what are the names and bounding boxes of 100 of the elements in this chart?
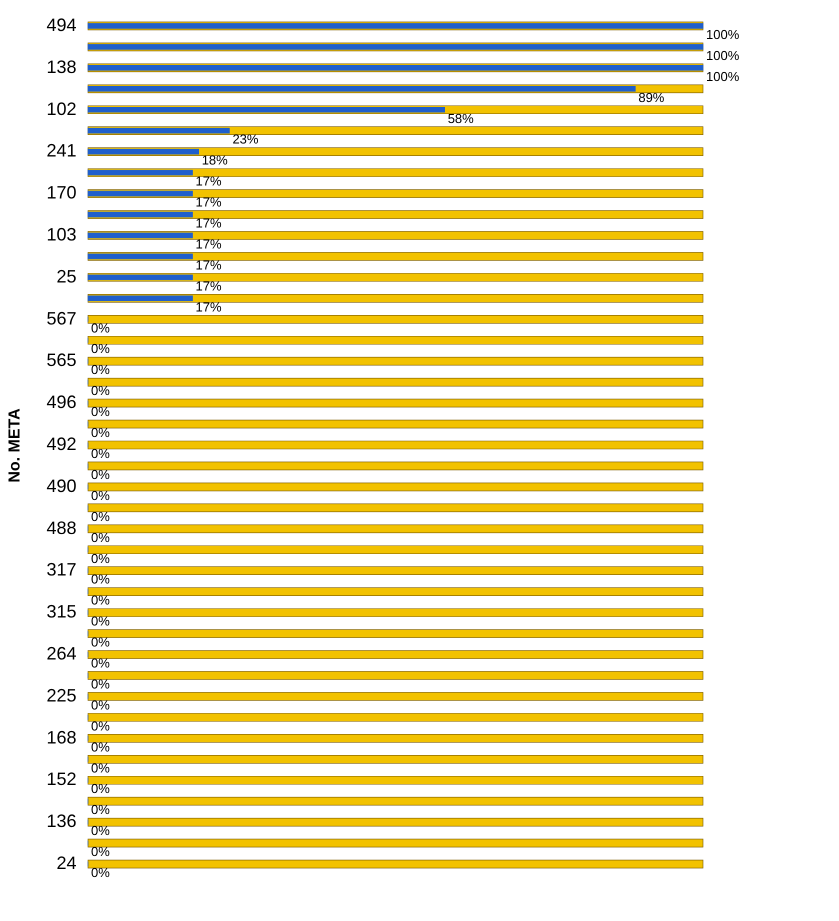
data-label: 0% [91, 383, 110, 398]
bar [88, 212, 193, 218]
data-label: 100% [706, 68, 740, 84]
bar [88, 356, 704, 366]
y-tick-label: 264 [46, 644, 76, 664]
y-tick-label: 490 [46, 476, 76, 496]
bar [88, 170, 193, 176]
bar [88, 128, 230, 134]
y-tick-label: 317 [46, 560, 76, 580]
data-label: 0% [91, 781, 110, 796]
y-tick-label: 168 [46, 727, 76, 748]
bar [88, 462, 704, 470]
data-label: 0% [91, 508, 110, 524]
data-label: 0% [91, 550, 110, 566]
y-tick-label: 103 [46, 224, 76, 244]
y-tick-label: 565 [46, 350, 76, 370]
data-label: 0% [91, 739, 110, 754]
bar [88, 440, 704, 450]
bar [88, 420, 704, 428]
bar [88, 692, 704, 701]
bar [88, 629, 704, 638]
bar [88, 524, 704, 534]
bar [88, 776, 704, 785]
y-tick-label: 102 [46, 98, 76, 119]
bar [88, 671, 704, 680]
y-tick-label: 315 [46, 602, 76, 622]
bar [88, 818, 704, 826]
data-label: 0% [91, 802, 110, 818]
bar [88, 838, 704, 848]
bar [88, 336, 704, 345]
bar [88, 587, 704, 596]
y-tick-label: 24 [56, 853, 76, 874]
bar [88, 566, 704, 576]
data-label: 0% [91, 760, 110, 776]
data-label: 17% [196, 216, 222, 231]
data-label: 0% [91, 362, 110, 378]
bar [88, 314, 704, 324]
data-label: 18% [202, 152, 228, 168]
y-tick-label: 567 [46, 308, 76, 328]
bar [88, 860, 704, 868]
data-label: 0% [91, 697, 110, 712]
data-label: 89% [638, 90, 665, 105]
bar [88, 378, 704, 386]
bar [88, 398, 704, 408]
data-label: 0% [91, 572, 110, 587]
data-label: 17% [196, 194, 222, 210]
y-tick-label: 170 [46, 182, 76, 203]
data-label: 0% [91, 530, 110, 545]
bar [88, 608, 704, 617]
bar [88, 545, 704, 554]
data-label: 0% [91, 404, 110, 420]
data-label: 17% [196, 278, 222, 294]
bar [88, 190, 193, 196]
data-label: 0% [91, 676, 110, 692]
data-label: 0% [91, 592, 110, 608]
bar [88, 274, 193, 280]
data-label: 17% [196, 299, 222, 314]
data-label: 58% [448, 110, 474, 126]
data-label: 0% [91, 844, 110, 860]
data-label: 0% [91, 446, 110, 461]
bar [88, 232, 193, 238]
data-label: 0% [91, 341, 110, 356]
data-label: 0% [91, 488, 110, 503]
y-tick-label: 136 [46, 811, 76, 832]
bar [88, 482, 704, 492]
data-label: 0% [91, 425, 110, 440]
data-label: 0% [91, 614, 110, 629]
y-tick-label: 152 [46, 769, 76, 790]
data-label: 0% [91, 634, 110, 650]
data-label: 100% [706, 26, 740, 42]
bar [88, 734, 704, 743]
bar [88, 504, 704, 512]
bar [88, 106, 445, 113]
bar [88, 86, 636, 92]
bar [88, 796, 704, 806]
y-tick-label: 225 [46, 685, 76, 706]
bar [88, 296, 193, 302]
data-label: 17% [196, 174, 222, 189]
data-label: 0% [91, 320, 110, 336]
bar [88, 254, 193, 260]
data-label: 0% [91, 656, 110, 671]
data-label: 0% [91, 823, 110, 838]
y-tick-label: 25 [56, 266, 76, 286]
bar [88, 650, 704, 659]
y-tick-label: 488 [46, 518, 76, 538]
y-tick-label: 241 [46, 140, 76, 161]
y-tick-label: 138 [46, 56, 76, 77]
data-label: 0% [91, 865, 110, 880]
data-label: 17% [196, 236, 222, 252]
y-tick-label: 494 [46, 14, 76, 35]
bar [88, 713, 704, 722]
data-label: 0% [91, 718, 110, 734]
y-axis-title: No. META [6, 408, 24, 483]
y-tick-label: 492 [46, 434, 76, 454]
data-label: 0% [91, 466, 110, 482]
data-label: 17% [196, 257, 222, 272]
data-label: 23% [232, 132, 259, 147]
data-label: 100% [706, 48, 740, 63]
bar [88, 754, 704, 764]
y-tick-label: 496 [46, 392, 76, 412]
